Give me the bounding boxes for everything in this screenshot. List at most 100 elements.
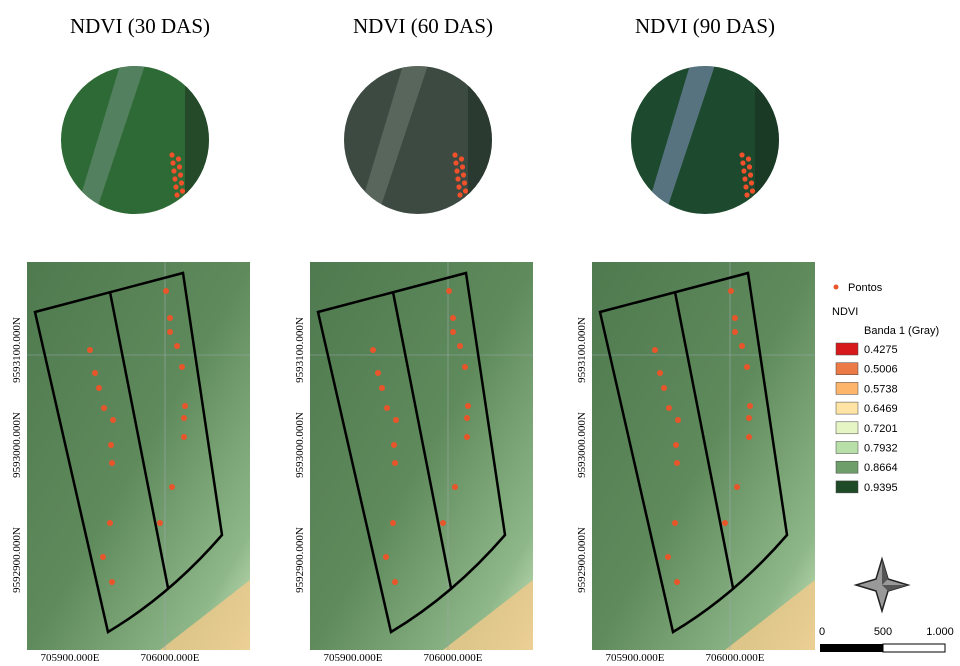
map-image xyxy=(27,262,250,650)
x-coord-label: 706000.000E xyxy=(706,652,765,664)
panel-title: NDVI (30 DAS) xyxy=(70,14,210,38)
sample-point xyxy=(163,288,169,294)
legend-label: 0.5738 xyxy=(864,383,898,395)
sample-point xyxy=(452,484,458,490)
sat-point xyxy=(459,156,464,161)
legend-swatch xyxy=(836,363,858,375)
sat-point xyxy=(453,160,458,165)
sat-point xyxy=(179,180,184,185)
sample-point xyxy=(450,315,456,321)
y-coord-label: 9593100.000N xyxy=(294,317,306,383)
sat-image xyxy=(630,65,785,215)
sat-point xyxy=(740,160,745,165)
legend-point xyxy=(834,285,839,290)
sample-point xyxy=(100,554,106,560)
legend-swatch xyxy=(836,402,858,414)
sat-point xyxy=(742,176,747,181)
sample-point xyxy=(87,347,93,353)
x-coord-label: 705900.000E xyxy=(606,652,665,664)
sample-point xyxy=(661,385,667,391)
legend-swatch xyxy=(836,343,858,355)
sample-point xyxy=(464,434,470,440)
sample-point xyxy=(390,520,396,526)
sat-point xyxy=(180,188,185,193)
sample-point xyxy=(391,442,397,448)
sample-point xyxy=(169,484,175,490)
sample-point xyxy=(179,364,185,370)
sample-point xyxy=(167,329,173,335)
sample-point xyxy=(722,520,728,526)
sample-point xyxy=(108,442,114,448)
sat-point xyxy=(750,188,755,193)
sat-point xyxy=(748,172,753,177)
sat-point xyxy=(176,156,181,161)
sample-point xyxy=(665,554,671,560)
sample-point xyxy=(101,405,107,411)
x-coord-label: 706000.000E xyxy=(141,652,200,664)
sample-point xyxy=(392,460,398,466)
map-figure: NDVI (30 DAS) 705900.000E 706000.000E 95931… xyxy=(0,0,960,666)
sample-point xyxy=(174,343,180,349)
sample-point xyxy=(672,520,678,526)
sample-point xyxy=(157,520,163,526)
sat-image xyxy=(60,65,215,215)
sat-point xyxy=(452,152,457,157)
sample-point xyxy=(732,315,738,321)
legend-label: 0.8664 xyxy=(864,462,898,474)
north-arrow xyxy=(856,559,908,611)
legend-swatch xyxy=(836,382,858,394)
sample-point xyxy=(746,415,752,421)
scale-black xyxy=(820,644,883,652)
sample-point xyxy=(746,434,752,440)
sample-point xyxy=(747,403,753,409)
sample-point xyxy=(383,554,389,560)
sample-point xyxy=(464,415,470,421)
sample-point xyxy=(450,329,456,335)
sample-point xyxy=(734,484,740,490)
sat-point xyxy=(172,176,177,181)
scale-white xyxy=(883,644,945,652)
y-coord-label: 9592900.000N xyxy=(11,527,23,593)
y-coord-label: 9593000.000N xyxy=(294,412,306,478)
map-image xyxy=(310,262,533,650)
sat-point xyxy=(456,184,461,189)
panel-title: NDVI (60 DAS) xyxy=(353,14,493,38)
sat-point xyxy=(461,172,466,177)
sample-point xyxy=(462,364,468,370)
sample-point xyxy=(384,405,390,411)
sat-point xyxy=(457,192,462,197)
sat-point xyxy=(463,188,468,193)
legend-label: 0.7932 xyxy=(864,443,898,455)
y-coord-label: 9592900.000N xyxy=(576,527,588,593)
sat-point xyxy=(743,184,748,189)
sample-point xyxy=(744,364,750,370)
sat-point xyxy=(462,180,467,185)
legend-swatch xyxy=(836,422,858,434)
y-coord-label: 9592900.000N xyxy=(294,527,306,593)
sample-point xyxy=(109,579,115,585)
panel: NDVI (90 DAS) 705900.000E 706000.000E 95931… xyxy=(576,14,815,664)
y-coord-label: 9593100.000N xyxy=(576,317,588,383)
sat-point xyxy=(741,168,746,173)
sample-point xyxy=(181,415,187,421)
sat-point xyxy=(455,176,460,181)
sat-point xyxy=(181,196,186,201)
sample-point xyxy=(666,405,672,411)
sample-point xyxy=(674,460,680,466)
sat-point xyxy=(747,164,752,169)
legend-label: 0.9395 xyxy=(864,482,898,494)
legend-swatch xyxy=(836,481,858,493)
y-coord-label: 9593000.000N xyxy=(576,412,588,478)
legend-band: Banda 1 (Gray) xyxy=(864,325,939,337)
sample-point xyxy=(107,520,113,526)
panel-title: NDVI (90 DAS) xyxy=(635,14,775,38)
sample-point xyxy=(375,370,381,376)
sample-point xyxy=(370,347,376,353)
sat-image xyxy=(343,65,498,215)
sample-point xyxy=(110,417,116,423)
sample-point xyxy=(92,370,98,376)
sat-point xyxy=(739,152,744,157)
sat-edge xyxy=(185,65,215,215)
